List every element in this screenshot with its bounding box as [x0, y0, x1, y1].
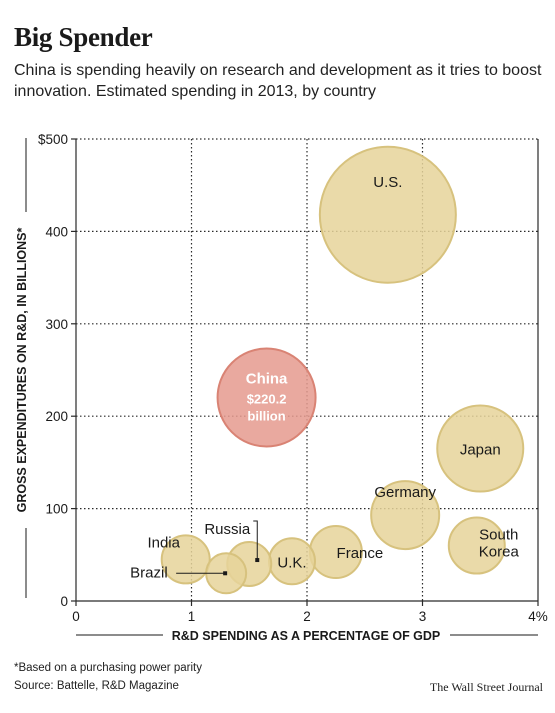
source-line: Source: Battelle, R&D Magazine	[14, 680, 179, 692]
unit-label-china: billion	[247, 409, 285, 424]
bubble-india	[160, 534, 211, 585]
y-tick-label: 400	[45, 224, 68, 239]
x-axis-label: R&D SPENDING AS A PERCENTAGE OF GDP	[172, 629, 441, 643]
label-france: France	[337, 545, 384, 562]
y-tick-label: 300	[45, 317, 68, 332]
x-tick-label: 3	[419, 609, 427, 624]
leader-dot-russia	[255, 558, 260, 563]
value-label-china: $220.2	[247, 392, 287, 407]
label-u-s: U.S.	[373, 174, 402, 191]
label-india: India	[147, 534, 180, 551]
x-tick-label: 1	[188, 609, 196, 624]
label-russia: Russia	[204, 521, 251, 538]
bubble-china	[216, 347, 317, 448]
label-u-k: U.K.	[277, 554, 306, 571]
footnote: *Based on a purchasing power parity	[14, 662, 202, 674]
label-japan: Japan	[460, 442, 501, 459]
x-tick-label: 2	[303, 609, 311, 624]
x-tick-label: 4%	[528, 609, 548, 624]
label-south-korea: South Korea	[479, 527, 520, 561]
publisher-credit: The Wall Street Journal	[429, 680, 543, 694]
label-germany: Germany	[374, 484, 436, 501]
y-axis-label: GROSS EXPENDITURES ON R&D, IN BILLIONS*	[15, 227, 29, 512]
x-tick-label: 0	[72, 609, 80, 624]
bubbles	[160, 145, 525, 595]
leader-line-russia	[253, 520, 258, 561]
leader-dot-brazil	[223, 571, 228, 576]
bubble-u-s	[318, 145, 457, 284]
y-tick-label: 200	[45, 409, 68, 424]
chart-subtitle: China is spending heavily on research an…	[14, 62, 542, 100]
chart-title: Big Spender	[14, 22, 153, 52]
bubble-japan	[436, 404, 525, 493]
y-tick-label: 100	[45, 502, 68, 517]
bubble-south-korea	[447, 516, 506, 575]
axes: 0 1 2 3 4% 0 100 200 300 400 $500	[25, 132, 548, 636]
bubble-germany	[370, 480, 441, 551]
y-tick-label: $500	[38, 132, 68, 147]
label-china: China	[246, 371, 288, 388]
bubble-labels: U.S. China $220.2 billion Japan Germany South K…	[130, 174, 519, 582]
label-brazil: Brazil	[130, 564, 168, 581]
y-tick-label: 0	[60, 594, 68, 609]
